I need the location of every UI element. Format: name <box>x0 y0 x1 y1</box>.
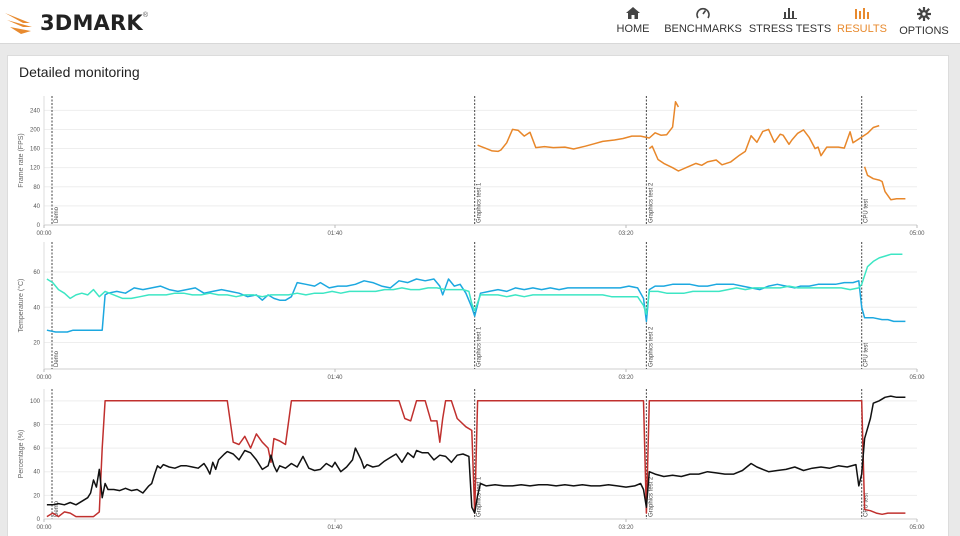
y-tick-label: 0 <box>37 517 41 523</box>
x-tick-label: 05:00 <box>909 525 925 531</box>
x-tick-label: 03:20 <box>618 525 634 531</box>
top-navigation-bar: 3DMARK ® HOME BENCHMARKS STRESS TESTS <box>0 0 960 44</box>
series-line-2 <box>46 253 903 316</box>
nav-benchmarks[interactable]: BENCHMARKS <box>663 0 743 44</box>
series-line-1 <box>477 100 680 153</box>
y-tick-label: 160 <box>30 147 41 153</box>
chart-3: 0 20 40 60 80 100 00:00 01:40 03:20 05:00 Percenta… <box>18 389 925 531</box>
results-bars-icon <box>855 8 869 19</box>
nav-home[interactable]: HOME <box>616 0 650 44</box>
y-tick-label: 200 <box>30 127 41 133</box>
y-tick-label: 60 <box>33 270 40 276</box>
test-marker-label: Demo <box>54 206 60 223</box>
registered-mark: ® <box>142 11 149 19</box>
test-marker-label: CPU test <box>864 343 870 367</box>
app-logo[interactable]: 3DMARK ® <box>4 7 148 39</box>
home-icon <box>626 7 640 19</box>
nav-options[interactable]: OPTIONS <box>898 0 950 44</box>
test-marker-label: Graphics test 1 <box>477 476 483 517</box>
test-marker-label: Graphics test 2 <box>648 182 654 223</box>
nav-benchmarks-label: BENCHMARKS <box>664 23 742 35</box>
series-line-2 <box>648 124 880 172</box>
test-marker-label: Graphics test 2 <box>648 326 654 367</box>
x-tick-label: 01:40 <box>327 375 343 381</box>
x-tick-label: 05:00 <box>909 231 925 237</box>
gear-icon <box>917 7 931 21</box>
series-line-1 <box>46 278 906 333</box>
series-line-1 <box>46 400 906 518</box>
y-tick-label: 80 <box>33 422 40 428</box>
y-tick-label: 20 <box>33 341 40 347</box>
y-tick-label: 40 <box>33 305 40 311</box>
nav-options-label: OPTIONS <box>899 25 949 37</box>
test-marker-label: CPU test <box>864 199 870 223</box>
detailed-monitoring-panel: Detailed monitoring 0 40 80 120 160 200 240 00:… <box>7 55 949 536</box>
y-axis-label: Percentage (%) <box>18 430 25 479</box>
test-marker-label: Demo <box>54 500 60 517</box>
x-tick-label: 00:00 <box>36 231 52 237</box>
logo-wings-icon <box>5 13 32 34</box>
y-tick-label: 100 <box>30 399 41 405</box>
y-tick-label: 120 <box>30 166 41 172</box>
panel-title: Detailed monitoring <box>19 64 140 80</box>
chart-1: 0 40 80 120 160 200 240 00:00 01:40 03:20 05:00 Fra… <box>18 96 925 237</box>
logo-wordmark: 3DMARK <box>40 11 143 35</box>
chart-2: 20 40 60 00:00 01:40 03:20 05:00 Temperature (°… <box>17 242 925 381</box>
nav-results-label: RESULTS <box>837 23 887 35</box>
x-tick-label: 03:20 <box>618 231 634 237</box>
y-tick-label: 60 <box>33 446 40 452</box>
gauge-icon <box>696 7 710 19</box>
test-marker-label: CPU test <box>864 493 870 517</box>
test-marker-label: Graphics test 2 <box>648 476 654 517</box>
nav-home-label: HOME <box>616 23 650 35</box>
x-tick-label: 03:20 <box>618 375 634 381</box>
y-axis-label: Frame rate (FPS) <box>18 133 25 187</box>
test-marker-label: Demo <box>54 350 60 367</box>
x-tick-label: 01:40 <box>327 525 343 531</box>
series-line-3 <box>863 166 906 201</box>
x-tick-label: 00:00 <box>36 375 52 381</box>
y-tick-label: 0 <box>37 223 41 229</box>
y-tick-label: 80 <box>33 185 40 191</box>
y-tick-label: 40 <box>33 204 40 210</box>
x-tick-label: 05:00 <box>909 375 925 381</box>
nav-results[interactable]: RESULTS <box>837 0 887 44</box>
y-tick-label: 20 <box>33 493 40 499</box>
series-line-2 <box>46 395 906 514</box>
test-marker-label: Graphics test 1 <box>477 182 483 223</box>
x-tick-label: 00:00 <box>36 525 52 531</box>
y-tick-label: 40 <box>33 470 40 476</box>
nav-stress-tests[interactable]: STRESS TESTS <box>748 0 832 44</box>
nav-stress-tests-label: STRESS TESTS <box>748 23 832 35</box>
test-marker-label: Graphics test 1 <box>477 326 483 367</box>
bar-chart-icon <box>783 8 797 19</box>
y-tick-label: 240 <box>30 108 41 114</box>
x-tick-label: 01:40 <box>327 231 343 237</box>
y-axis-label: Temperature (°C) <box>17 279 25 333</box>
